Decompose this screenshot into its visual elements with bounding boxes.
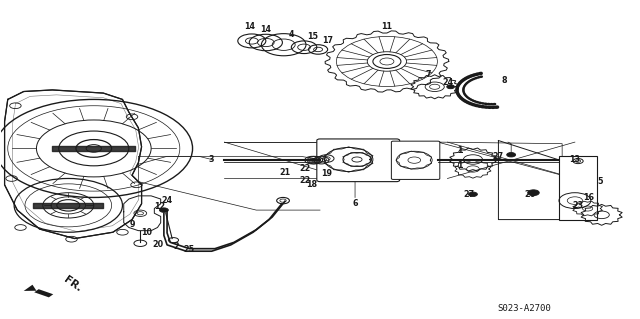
Text: 13: 13 bbox=[570, 155, 580, 164]
Text: 24: 24 bbox=[161, 196, 173, 205]
Text: 19: 19 bbox=[321, 169, 332, 178]
Text: 27: 27 bbox=[463, 190, 474, 199]
Text: 23: 23 bbox=[573, 201, 584, 210]
Text: 7: 7 bbox=[426, 70, 431, 78]
Text: 22: 22 bbox=[299, 175, 310, 185]
Text: 10: 10 bbox=[141, 228, 152, 237]
Text: 12: 12 bbox=[154, 203, 165, 211]
Text: 15: 15 bbox=[307, 32, 318, 41]
Text: 6: 6 bbox=[352, 199, 358, 208]
Text: 17: 17 bbox=[322, 36, 333, 45]
Polygon shape bbox=[35, 289, 53, 297]
Text: 18: 18 bbox=[306, 180, 317, 189]
Text: 22: 22 bbox=[299, 165, 310, 174]
Circle shape bbox=[447, 85, 454, 89]
Circle shape bbox=[468, 192, 477, 197]
Text: 20: 20 bbox=[152, 241, 163, 249]
Text: 11: 11 bbox=[381, 22, 392, 31]
FancyBboxPatch shape bbox=[559, 156, 597, 219]
Text: 16: 16 bbox=[584, 193, 595, 202]
Text: 1: 1 bbox=[458, 161, 463, 170]
Text: 3: 3 bbox=[209, 155, 214, 164]
Text: S023-A2700: S023-A2700 bbox=[497, 304, 551, 313]
Text: 14: 14 bbox=[244, 22, 255, 31]
Text: 1: 1 bbox=[458, 145, 463, 154]
Polygon shape bbox=[24, 285, 36, 291]
FancyBboxPatch shape bbox=[317, 139, 399, 182]
Text: 25: 25 bbox=[184, 245, 195, 254]
Text: 27: 27 bbox=[493, 152, 504, 161]
FancyBboxPatch shape bbox=[392, 141, 440, 179]
Text: 14: 14 bbox=[260, 25, 271, 34]
Text: 8: 8 bbox=[502, 76, 508, 85]
Text: 5: 5 bbox=[598, 177, 603, 186]
Text: 2: 2 bbox=[174, 242, 179, 251]
Text: 24: 24 bbox=[442, 78, 453, 86]
Circle shape bbox=[528, 190, 540, 196]
Circle shape bbox=[507, 152, 516, 157]
Text: 21: 21 bbox=[280, 168, 291, 177]
Circle shape bbox=[159, 208, 168, 212]
Circle shape bbox=[86, 145, 101, 152]
Text: 26: 26 bbox=[525, 190, 536, 199]
Text: 4: 4 bbox=[289, 30, 294, 39]
Text: 9: 9 bbox=[129, 220, 135, 229]
Text: FR.: FR. bbox=[62, 275, 84, 294]
Polygon shape bbox=[4, 90, 141, 239]
